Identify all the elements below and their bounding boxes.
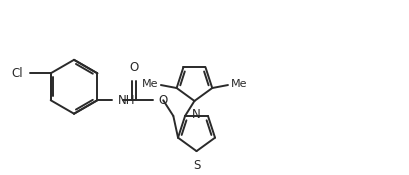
- Text: O: O: [129, 61, 138, 74]
- Text: NH: NH: [118, 94, 135, 107]
- Text: S: S: [192, 159, 200, 172]
- Text: N: N: [191, 108, 200, 121]
- Text: O: O: [158, 94, 167, 107]
- Text: Cl: Cl: [12, 67, 23, 80]
- Text: Me: Me: [142, 79, 158, 89]
- Text: Me: Me: [230, 79, 247, 89]
